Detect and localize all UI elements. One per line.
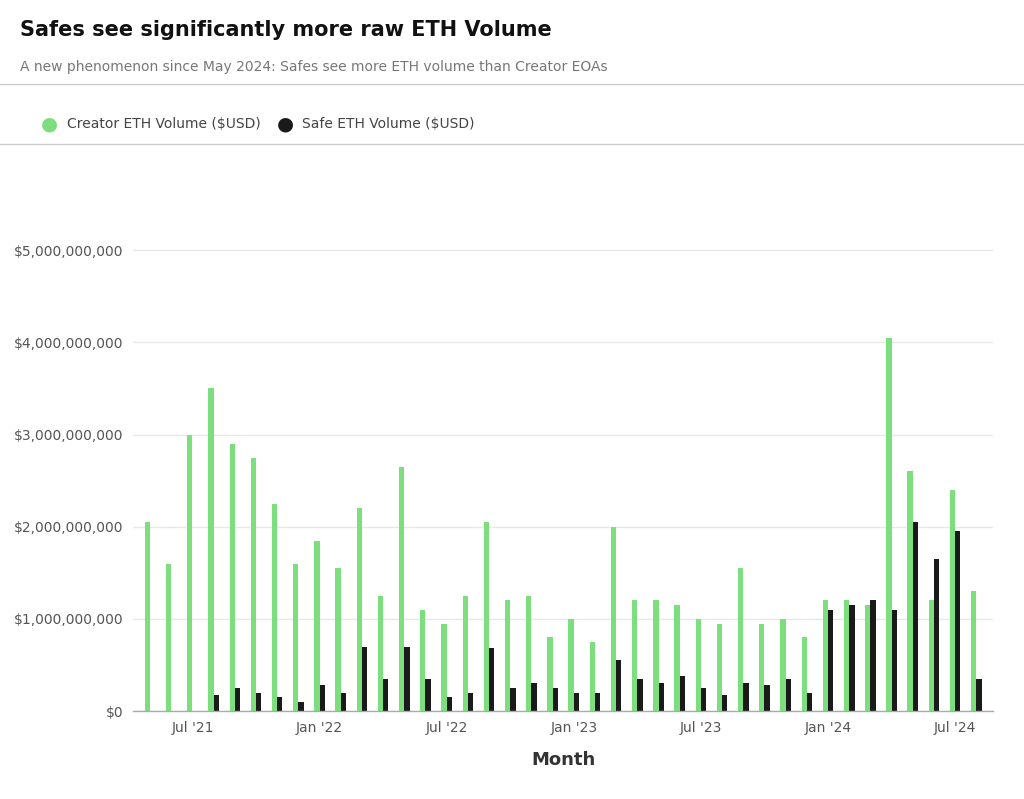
Bar — [341, 693, 346, 711]
Bar — [717, 623, 722, 711]
Bar — [293, 563, 298, 711]
Bar — [526, 596, 531, 711]
Bar — [680, 676, 685, 711]
Bar — [907, 471, 912, 711]
Bar — [166, 563, 171, 711]
Bar — [336, 568, 341, 711]
Bar — [214, 694, 219, 711]
Bar — [955, 531, 961, 711]
Text: ●: ● — [276, 114, 294, 133]
Bar — [653, 601, 658, 711]
Bar — [378, 596, 383, 711]
Bar — [616, 661, 622, 711]
Bar — [420, 610, 426, 711]
Bar — [426, 679, 431, 711]
Bar — [187, 435, 193, 711]
Bar — [251, 458, 256, 711]
Text: A new phenomenon since May 2024: Safes see more ETH volume than Creator EOAs: A new phenomenon since May 2024: Safes s… — [20, 60, 608, 74]
Bar — [738, 568, 743, 711]
Bar — [637, 679, 643, 711]
Bar — [531, 683, 537, 711]
Bar — [361, 646, 368, 711]
Bar — [950, 490, 955, 711]
Bar — [912, 522, 919, 711]
Bar — [892, 610, 897, 711]
Bar — [785, 679, 791, 711]
Bar — [208, 388, 214, 711]
Bar — [611, 527, 616, 711]
Bar — [483, 522, 489, 711]
Bar — [547, 638, 553, 711]
Bar — [568, 619, 573, 711]
Bar — [383, 679, 388, 711]
Bar — [675, 605, 680, 711]
Bar — [780, 619, 785, 711]
Bar — [887, 338, 892, 711]
Bar — [700, 688, 707, 711]
Bar — [722, 694, 727, 711]
Bar — [870, 601, 876, 711]
Bar — [298, 702, 304, 711]
Bar — [234, 688, 240, 711]
Text: ●: ● — [41, 114, 58, 133]
Text: Safe ETH Volume ($USD): Safe ETH Volume ($USD) — [302, 117, 474, 131]
Bar — [976, 679, 982, 711]
Bar — [272, 503, 278, 711]
Bar — [695, 619, 700, 711]
Bar — [314, 541, 319, 711]
Bar — [765, 686, 770, 711]
Bar — [463, 596, 468, 711]
Bar — [590, 642, 595, 711]
Bar — [256, 693, 261, 711]
Bar — [505, 601, 510, 711]
Bar — [929, 601, 934, 711]
Bar — [553, 688, 558, 711]
Bar — [759, 623, 765, 711]
Bar — [658, 683, 664, 711]
Bar — [510, 688, 515, 711]
Bar — [468, 693, 473, 711]
Text: Safes see significantly more raw ETH Volume: Safes see significantly more raw ETH Vol… — [20, 20, 552, 40]
Bar — [822, 601, 828, 711]
Bar — [446, 698, 452, 711]
Bar — [844, 601, 849, 711]
Text: Creator ETH Volume ($USD): Creator ETH Volume ($USD) — [67, 117, 260, 131]
X-axis label: Month: Month — [531, 752, 595, 769]
Bar — [849, 605, 854, 711]
Bar — [934, 559, 939, 711]
Bar — [319, 686, 325, 711]
Bar — [489, 649, 495, 711]
Bar — [399, 467, 404, 711]
Bar — [632, 601, 637, 711]
Bar — [807, 693, 812, 711]
Bar — [278, 698, 283, 711]
Bar — [828, 610, 834, 711]
Bar — [971, 591, 976, 711]
Bar — [404, 646, 410, 711]
Bar — [595, 693, 600, 711]
Bar — [573, 693, 580, 711]
Bar — [229, 443, 234, 711]
Bar — [144, 522, 151, 711]
Bar — [743, 683, 749, 711]
Bar — [865, 605, 870, 711]
Bar — [441, 623, 446, 711]
Bar — [802, 638, 807, 711]
Bar — [356, 508, 361, 711]
